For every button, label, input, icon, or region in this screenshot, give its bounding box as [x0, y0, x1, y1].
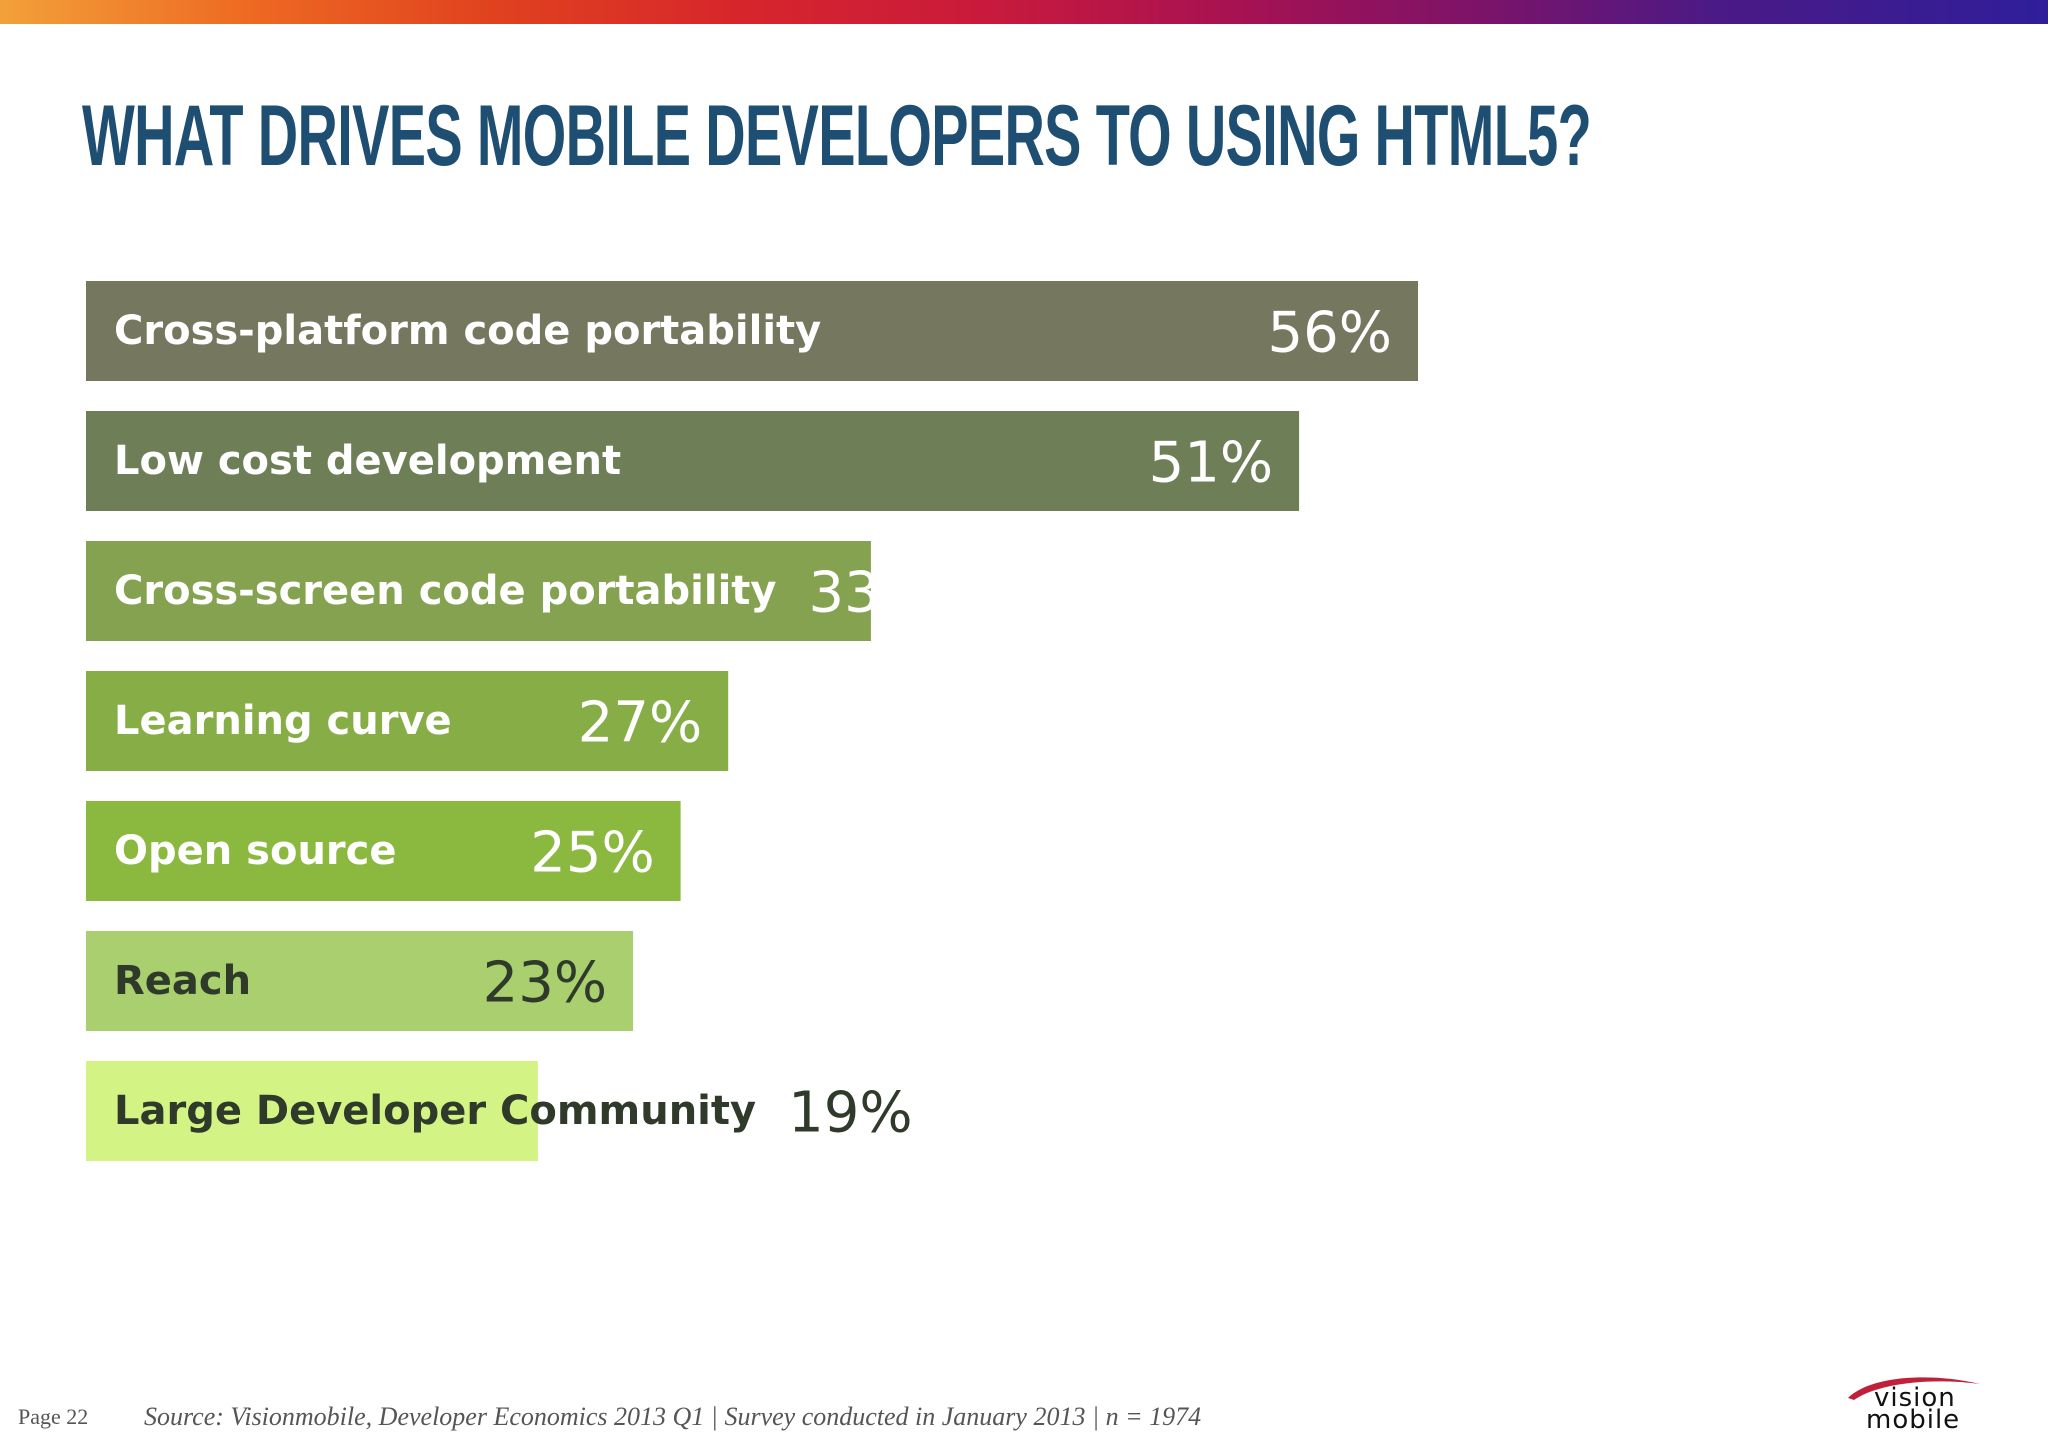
bar-5 — [86, 801, 681, 901]
visionmobile-logo: vision mobile — [1840, 1372, 2000, 1435]
bar-label-5: Open source — [114, 828, 397, 874]
bar-value-1: 56% — [1268, 301, 1392, 366]
bar-value-2: 51% — [1149, 431, 1273, 496]
bar-value-5: 25% — [530, 821, 654, 886]
bar-value-3: 33% — [809, 561, 933, 626]
logo-swoosh-icon — [1848, 1377, 1980, 1400]
bar-2 — [86, 411, 1300, 511]
bar-label-7: Large Developer Community — [114, 1088, 756, 1134]
bar-1 — [86, 281, 1418, 381]
source-note: Source: Visionmobile, Developer Economic… — [144, 1402, 1202, 1431]
slide-title: WHAT DRIVES MOBILE DEVELOPERS TO USING H… — [82, 88, 1592, 184]
bar-value-6: 23% — [483, 951, 607, 1016]
bar-6 — [86, 931, 634, 1031]
bar-7 — [86, 1061, 538, 1161]
bar-3 — [86, 541, 871, 641]
page-number: Page 22 — [18, 1404, 89, 1429]
logo-text-vision: vision — [1874, 1383, 1956, 1413]
bar-label-4: Learning curve — [114, 698, 452, 744]
bar-group: Cross-platform code portability 56% Low co… — [86, 281, 1418, 1161]
bar-label-6: Reach — [114, 958, 251, 1004]
bar-label-1: Cross-platform code portability — [114, 308, 821, 354]
bar-value-7: 19% — [788, 1081, 912, 1146]
bar-label-3: Cross-screen code portability — [114, 568, 776, 614]
bar-value-4: 27% — [578, 691, 702, 756]
bar-label-2: Low cost development — [114, 438, 621, 484]
logo-text-mobile: mobile — [1866, 1405, 1961, 1435]
bar-4 — [86, 671, 729, 771]
top-gradient-strip — [0, 0, 2048, 24]
